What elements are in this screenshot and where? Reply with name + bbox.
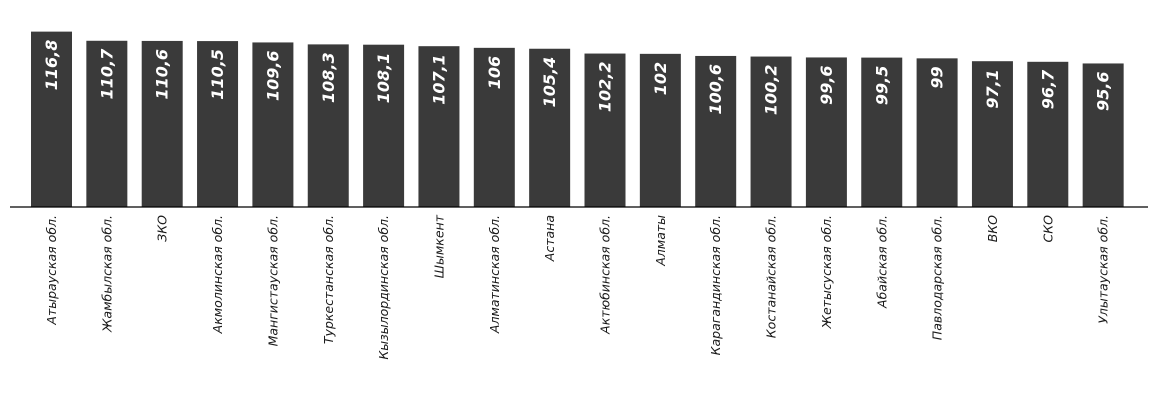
category-label: Шымкент: [431, 214, 446, 278]
bar: [197, 41, 239, 207]
bar: [1027, 61, 1069, 207]
category-label: ВКО: [985, 215, 1000, 242]
bar: [252, 42, 294, 207]
category-label: Павлодарская обл.: [930, 215, 945, 340]
category-label: Жетысуская обл.: [819, 215, 834, 329]
bar-value-label: 105,4: [540, 57, 559, 108]
category-label: Алматы: [653, 215, 668, 267]
bar-value-label: 110,6: [153, 49, 172, 100]
bar-value-label: 108,3: [319, 52, 338, 103]
bar-value-label: 102: [651, 62, 670, 95]
bar: [639, 53, 681, 207]
bar: [861, 57, 903, 207]
bar: [750, 56, 792, 207]
bar-value-label: 116,8: [42, 40, 61, 91]
category-label: Костанайская обл.: [764, 215, 779, 338]
bar: [695, 55, 737, 208]
bar-value-label: 99: [928, 66, 947, 88]
bar: [473, 47, 515, 208]
bar: [31, 31, 72, 208]
category-label: ЗКО: [155, 215, 170, 242]
category-label: Кызылординская обл.: [376, 215, 391, 360]
category-label: Абайская обл.: [874, 215, 889, 309]
bar-value-label: 99,6: [817, 65, 836, 104]
category-label: Астана: [542, 215, 557, 262]
bar: [307, 44, 349, 207]
bar-value-label: 97,1: [983, 69, 1002, 108]
bars: 116,8 110,7 110,6 110,5 109,6 108,3 108,1 107,1…: [31, 31, 1124, 208]
bar-value-label: 100,2: [762, 65, 781, 116]
bar-value-label: 110,5: [208, 49, 227, 100]
bar: [86, 40, 128, 207]
bar-value-label: 108,1: [374, 53, 393, 104]
category-label: Мангистауская обл.: [265, 215, 280, 346]
category-label: Акмолинская обл.: [210, 215, 225, 334]
bar-value-label: 102,2: [596, 62, 615, 113]
bar: [916, 58, 958, 207]
bar: [529, 48, 571, 207]
bar-value-label: 106: [485, 56, 504, 89]
bar: [1082, 63, 1124, 208]
category-label: Алматинская обл.: [487, 215, 502, 334]
bar-value-label: 95,6: [1094, 71, 1113, 110]
category-label: Атырауская обл.: [44, 215, 59, 326]
category-label: Туркестанская обл.: [321, 215, 336, 344]
category-label: СКО: [1040, 215, 1055, 243]
bar: [418, 46, 460, 207]
bar: [805, 57, 847, 208]
category-labels: Атырауская обл. Жамбылская обл. ЗКО Акмолин…: [44, 214, 1111, 359]
bar-value-label: 100,6: [706, 64, 725, 115]
bar-value-label: 96,7: [1038, 69, 1057, 109]
category-label: Жамбылская обл.: [99, 215, 114, 333]
bar-value-label: 107,1: [429, 54, 448, 105]
bar: [971, 61, 1013, 208]
category-label: Актюбинская обл.: [598, 215, 613, 335]
bar: [141, 40, 183, 208]
bar: [584, 53, 626, 207]
bar-value-label: 110,7: [97, 48, 116, 99]
bar-value-label: 99,5: [872, 66, 891, 105]
category-label: Улытауская обл.: [1096, 215, 1111, 324]
bar-value-label: 109,6: [263, 50, 282, 101]
category-label: Карагандинская обл.: [708, 215, 723, 355]
bar: [363, 44, 405, 207]
